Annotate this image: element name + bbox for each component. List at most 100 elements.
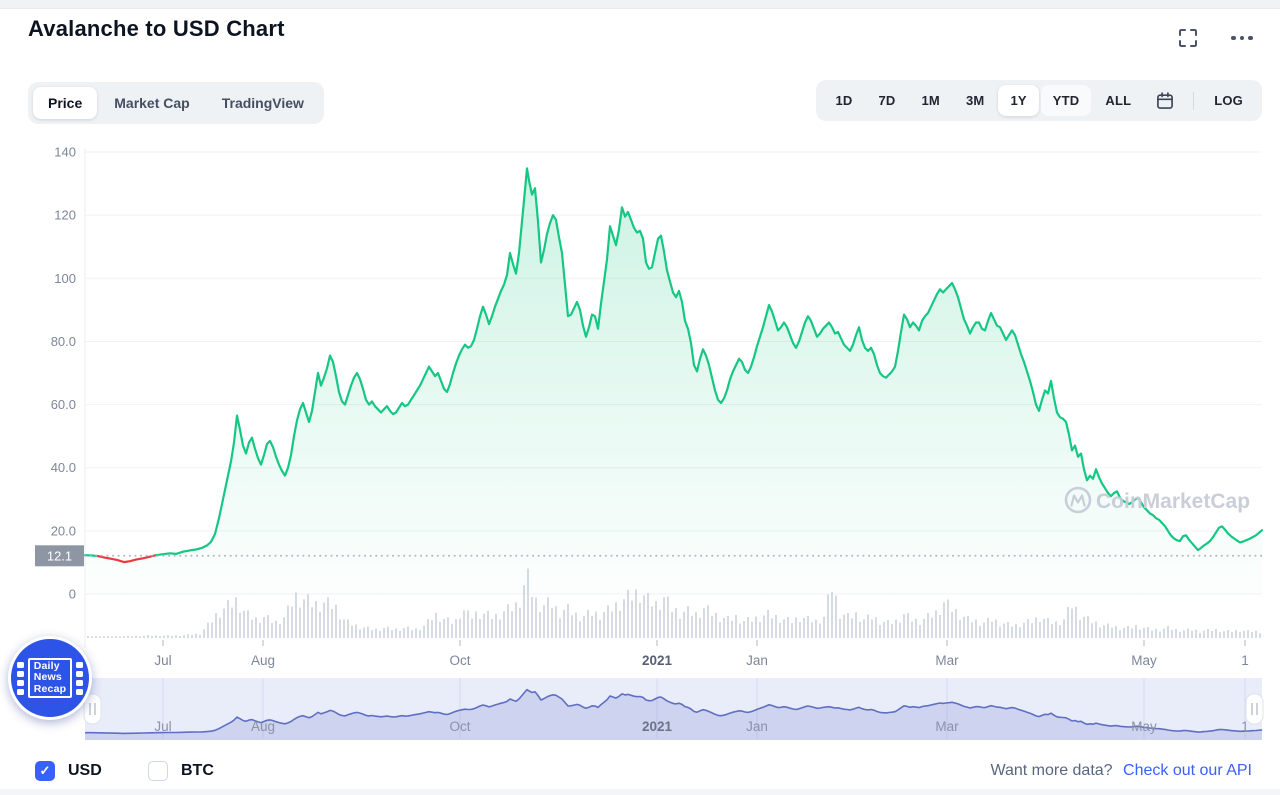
volume-bar bbox=[515, 602, 517, 638]
range-1y[interactable]: 1Y bbox=[998, 85, 1039, 116]
volume-bar bbox=[783, 619, 785, 638]
volume-bar bbox=[335, 604, 337, 638]
volume-bar bbox=[875, 617, 877, 638]
log-toggle[interactable]: LOG bbox=[1214, 93, 1243, 108]
calendar-button[interactable] bbox=[1145, 86, 1185, 116]
navigator-label: Aug bbox=[251, 719, 275, 734]
volume-bar bbox=[735, 615, 737, 638]
volume-bar bbox=[1235, 630, 1237, 638]
volume-bar bbox=[519, 607, 521, 638]
volume-bar bbox=[647, 593, 649, 638]
tab-tradingview[interactable]: TradingView bbox=[221, 95, 304, 111]
volume-bar bbox=[1183, 630, 1185, 638]
volume-bar bbox=[1191, 630, 1193, 638]
volume-bar bbox=[339, 619, 341, 638]
volume-bar bbox=[915, 618, 917, 638]
range-7d[interactable]: 7D bbox=[878, 93, 896, 108]
volume-bar bbox=[591, 615, 593, 638]
volume-bar bbox=[1175, 628, 1177, 638]
volume-bar bbox=[535, 597, 537, 638]
news-recap-badge[interactable]: Daily News Recap bbox=[8, 636, 92, 720]
volume-bar bbox=[1255, 630, 1257, 638]
y-axis-label: 140 bbox=[54, 145, 76, 160]
volume-bar bbox=[439, 622, 441, 638]
range-all[interactable]: ALL bbox=[1105, 93, 1132, 108]
navigator[interactable] bbox=[85, 678, 1262, 740]
usd-checkbox[interactable]: ✓ bbox=[35, 761, 55, 781]
volume-bar bbox=[619, 610, 621, 638]
volume-bar bbox=[995, 619, 997, 638]
volume-bar bbox=[715, 612, 717, 638]
volume-bar bbox=[91, 636, 93, 638]
currency-toggle-btc[interactable]: BTC bbox=[148, 761, 214, 781]
volume-bar bbox=[235, 597, 237, 638]
volume-bar bbox=[243, 610, 245, 638]
volume-bar bbox=[959, 620, 961, 638]
volume-bar bbox=[367, 626, 369, 638]
volume-bar bbox=[559, 618, 561, 638]
volume-bar bbox=[115, 636, 117, 638]
volume-bar bbox=[1119, 630, 1121, 638]
navigator-right-handle[interactable] bbox=[1245, 693, 1264, 725]
btc-checkbox[interactable] bbox=[148, 761, 168, 781]
volume-bar bbox=[211, 622, 213, 638]
volume-bar bbox=[451, 623, 453, 638]
volume-bar bbox=[615, 602, 617, 638]
volume-bar bbox=[695, 612, 697, 638]
navigator-left-handle[interactable] bbox=[83, 693, 102, 725]
volume-bar bbox=[399, 630, 401, 638]
volume-bar bbox=[203, 629, 205, 638]
coinmarketcap-logo-m bbox=[1070, 494, 1086, 507]
volume-bar bbox=[347, 619, 349, 638]
more-options-button[interactable] bbox=[1230, 26, 1254, 50]
volume-bar bbox=[639, 602, 641, 638]
volume-bar bbox=[475, 611, 477, 638]
volume-bar bbox=[279, 624, 281, 638]
volume-bar bbox=[771, 618, 773, 638]
range-ytd[interactable]: YTD bbox=[1040, 85, 1092, 116]
currency-toggle-usd[interactable]: ✓ USD bbox=[35, 761, 102, 781]
volume-bar bbox=[843, 614, 845, 638]
volume-bar bbox=[791, 623, 793, 638]
navigator-label: Jul bbox=[154, 719, 171, 734]
price-chart[interactable]: 140 120 100 80.0 60.0 40.0 20.0 0 12.1 Jul Aug Oct 2… bbox=[0, 140, 1280, 752]
volume-bar bbox=[775, 615, 777, 638]
tab-price[interactable]: Price bbox=[33, 87, 98, 119]
volume-bar bbox=[815, 619, 817, 638]
volume-bar bbox=[303, 599, 305, 638]
volume-bar bbox=[179, 636, 181, 638]
volume-bar bbox=[431, 620, 433, 638]
volume-bar bbox=[991, 621, 993, 638]
range-1m[interactable]: 1M bbox=[921, 93, 940, 108]
volume-bar bbox=[643, 595, 645, 638]
price-line bbox=[154, 167, 1264, 557]
volume-bar bbox=[1095, 621, 1097, 638]
volume-bar bbox=[571, 615, 573, 638]
volume-bar bbox=[779, 622, 781, 638]
volume-bar bbox=[219, 617, 221, 638]
volume-bar bbox=[623, 599, 625, 638]
fullscreen-button[interactable] bbox=[1176, 26, 1200, 50]
volume-bar bbox=[1115, 626, 1117, 638]
volume-bar bbox=[1075, 606, 1077, 638]
range-1d[interactable]: 1D bbox=[835, 93, 853, 108]
tab-market-cap[interactable]: Market Cap bbox=[114, 95, 190, 111]
volume-bar bbox=[343, 619, 345, 638]
range-3m[interactable]: 3M bbox=[965, 93, 985, 108]
volume-bar bbox=[447, 617, 449, 638]
volume-bar bbox=[387, 626, 389, 638]
volume-bar bbox=[963, 616, 965, 638]
x-axis-label: Jul bbox=[154, 653, 171, 668]
volume-bar bbox=[311, 607, 313, 638]
volume-bar bbox=[383, 627, 385, 638]
volume-bar bbox=[935, 610, 937, 638]
volume-bar bbox=[923, 618, 925, 638]
volume-bar bbox=[419, 630, 421, 638]
volume-bar bbox=[147, 635, 149, 638]
volume-bar bbox=[707, 605, 709, 638]
volume-bar bbox=[223, 608, 225, 638]
api-link[interactable]: Check out our API bbox=[1123, 762, 1252, 779]
volume-bar bbox=[1111, 627, 1113, 638]
volume-bar bbox=[195, 633, 197, 638]
y-axis-label: 60.0 bbox=[51, 397, 76, 412]
